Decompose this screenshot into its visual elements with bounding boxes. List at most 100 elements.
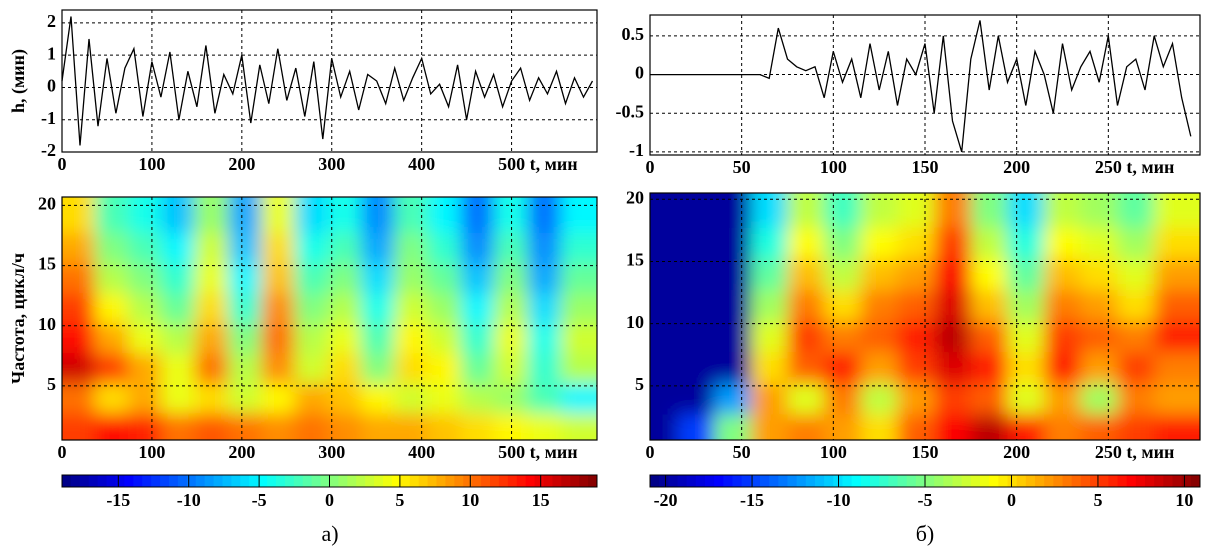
heatmap-cell [560,352,597,384]
heatmap-cell [427,232,462,264]
heatmap-cell [360,352,395,384]
data-line [650,20,1192,153]
heatmap-cell [1117,258,1155,290]
heatmap-cell [94,197,129,233]
heatmap-cell [860,351,898,384]
heatmap-cell [714,413,752,440]
heatmap-cell [460,232,495,264]
heatmap-cell [934,382,972,415]
colorbar-segment [516,475,527,487]
colorbar-segment [1135,475,1146,487]
colorbar-segment [133,475,143,487]
x-tick-label: 50 [733,442,751,462]
heatmap-cell [897,382,935,415]
colorbar-segment [796,475,807,487]
colorbar-tick-label: -15 [740,490,764,510]
heatmap-cell [161,197,196,233]
heatmap-cell [527,232,562,264]
colorbar-segment [383,475,393,487]
heatmap-cell [94,232,129,264]
colorbar-segment [347,475,357,487]
colorbar-tick-label: 0 [325,490,334,510]
heatmap-cell [714,258,752,290]
x-tick-label: 500 [498,154,525,174]
heatmap-cell [860,382,898,415]
heatmap-cell [1080,382,1118,415]
heatmap-cell [494,262,528,294]
heatmap-cell [460,382,495,414]
y-tick-label: 15 [626,250,644,270]
colorbar-segment [276,475,286,487]
y-axis-label: Частота, цикл/ч [8,253,28,384]
x-tick-label: 200 [1003,157,1030,177]
colorbar-segment [240,475,250,487]
heatmap-cell [128,232,162,264]
heatmap-cell [527,352,562,384]
heatmap-cell [227,322,262,354]
heatmap-cell [860,193,898,228]
x-tick-label: 150 [912,157,939,177]
heatmap-cell [261,232,295,264]
heatmap-cell [897,289,935,322]
heatmap-cell [1154,351,1200,384]
y-tick-label: 20 [626,187,644,207]
heatmap-cell [194,352,229,384]
heatmap-cell [824,258,862,290]
heatmap-cell [394,382,429,414]
colorbar-segment [436,475,446,487]
heatmap-cell [750,193,788,228]
heatmap-cell [1007,320,1045,353]
heatmap-cell [1080,193,1118,228]
colorbar-segment [925,475,935,487]
colorbar-segment [989,475,999,487]
heatmap-cell [750,382,788,415]
heatmap-cell [62,197,96,233]
heatmap-cell [394,322,429,354]
colorbar-segment [356,475,366,487]
colorbar-segment [888,475,898,487]
heatmap-cell [560,322,597,354]
heatmap-cell [677,193,715,228]
heatmap-cell [1154,413,1200,440]
heatmap-cell [327,232,362,264]
colorbar-segment [88,475,99,487]
colorbar-segment [732,475,743,487]
heatmap-cell [294,322,329,354]
heatmap-cell [261,292,295,324]
colorbar-segment [231,475,241,487]
heatmap-cell [787,320,825,353]
colorbar-segment [1145,475,1155,487]
x-tick-label: 250 [1095,157,1122,177]
heatmap-cell [427,292,462,324]
heatmap-cell [1154,227,1200,259]
heatmap-cell [1044,258,1082,290]
colorbar-segment [787,475,798,487]
colorbar-segment [1108,475,1118,487]
heatmap-cell [897,351,935,384]
heatmap-cell [261,352,295,384]
colorbar-segment [588,475,598,487]
heatmap-cell [460,292,495,324]
heatmap-cell [294,382,329,414]
heatmap-cell [714,227,752,259]
heatmap-cell [860,320,898,353]
colorbar-segment [579,475,589,487]
x-tick-label: 100 [820,442,847,462]
heatmap-cell [427,262,462,294]
x-tick-label: 400 [408,442,435,462]
colorbar-segment [915,475,926,487]
colorbar-segment [815,475,825,487]
colorbar-segment [374,475,384,487]
colorbar-segment [1044,475,1054,487]
heatmap-cell [650,227,678,259]
heatmap-cell [677,289,715,322]
heatmap-cell [227,292,262,324]
heatmap-cell [527,412,562,440]
heatmap-cell [494,292,528,324]
heatmap-cell [261,262,295,294]
colorbar-segment [463,475,473,487]
colorbar-tick-label: 10 [461,490,479,510]
heatmap-cell [1044,193,1082,228]
x-tick-label: 300 [318,442,345,462]
